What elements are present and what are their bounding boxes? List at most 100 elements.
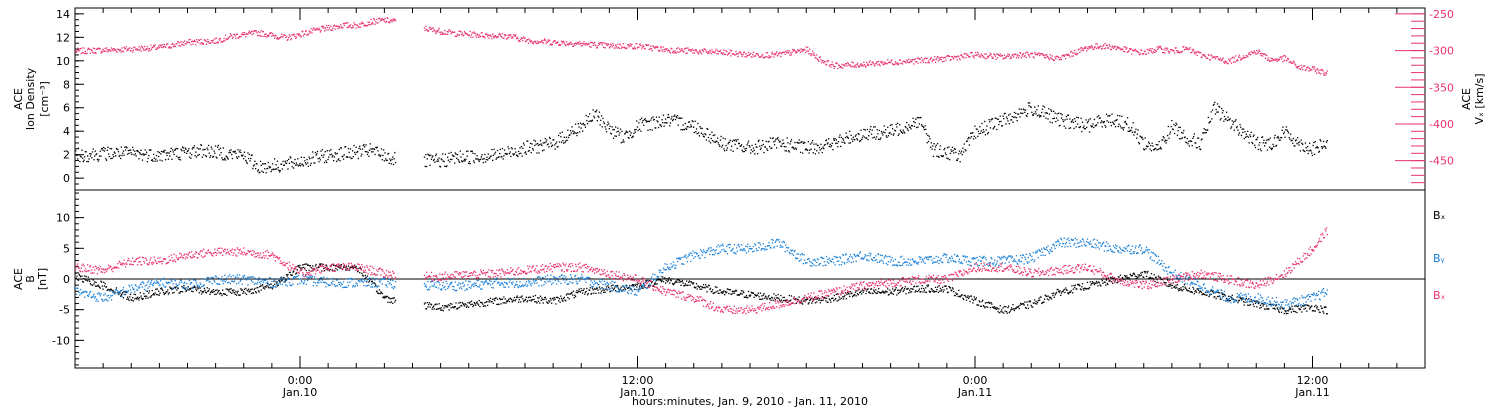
data-point — [688, 49, 690, 51]
data-point — [694, 287, 696, 289]
data-point — [1131, 49, 1134, 51]
data-point — [1083, 48, 1085, 50]
data-point — [845, 132, 847, 134]
data-point — [489, 155, 492, 157]
data-point — [82, 52, 84, 54]
data-point — [675, 52, 677, 54]
data-point — [790, 140, 792, 143]
data-point — [94, 155, 96, 157]
data-point — [565, 300, 567, 302]
data-point — [855, 134, 857, 136]
data-point — [332, 155, 334, 157]
data-point — [575, 132, 577, 134]
data-point — [862, 65, 864, 67]
data-point — [1106, 44, 1108, 47]
data-point — [167, 43, 169, 45]
data-point — [1184, 136, 1186, 138]
data-point — [447, 31, 449, 33]
data-point — [565, 45, 567, 47]
data-point — [608, 43, 610, 46]
data-point — [1253, 134, 1255, 136]
data-point — [451, 31, 454, 33]
data-point — [762, 56, 764, 59]
data-point — [212, 291, 214, 294]
data-point — [1169, 49, 1172, 51]
data-point — [216, 42, 218, 44]
data-point — [1214, 56, 1216, 58]
data-point — [100, 155, 102, 157]
data-point — [853, 294, 855, 297]
data-point — [750, 291, 752, 293]
data-point — [1245, 55, 1247, 57]
data-point — [736, 147, 738, 150]
data-point — [515, 296, 518, 298]
data-point — [169, 287, 172, 290]
data-point — [1060, 117, 1063, 119]
data-point — [527, 140, 529, 142]
data-point — [458, 30, 460, 32]
data-point — [1165, 49, 1167, 51]
data-point — [899, 129, 902, 131]
data-point — [990, 302, 992, 304]
data-point — [488, 157, 490, 160]
data-point — [1310, 150, 1312, 152]
data-point — [462, 303, 464, 305]
data-point — [89, 280, 91, 283]
data-point — [728, 292, 730, 295]
data-point — [985, 129, 987, 131]
x-tick-label-date: Jan.10 — [282, 386, 317, 399]
data-point — [958, 57, 961, 60]
data-point — [205, 155, 207, 157]
data-point — [911, 124, 913, 127]
data-point — [616, 131, 618, 133]
data-point — [878, 138, 880, 140]
data-point — [847, 136, 849, 139]
data-point — [913, 285, 916, 287]
data-point — [723, 49, 725, 51]
data-point — [333, 160, 335, 162]
data-point — [892, 63, 894, 66]
data-point — [164, 149, 166, 151]
data-point — [204, 148, 206, 151]
data-point — [581, 123, 583, 125]
data-point — [1081, 121, 1084, 123]
data-point — [1277, 135, 1279, 138]
data-point — [814, 56, 816, 59]
data-point — [631, 285, 633, 287]
data-point — [315, 29, 317, 31]
data-point — [176, 43, 178, 45]
y-tick-label: 14 — [56, 8, 70, 21]
data-point — [726, 147, 729, 149]
data-point — [449, 161, 451, 163]
data-point — [729, 49, 731, 51]
data-point — [968, 136, 970, 139]
data-point — [1050, 57, 1052, 59]
data-point — [388, 297, 390, 299]
data-point — [1212, 104, 1214, 106]
data-point — [355, 266, 357, 268]
data-point — [596, 120, 598, 122]
data-point — [662, 276, 664, 278]
data-point — [178, 158, 180, 160]
data-point — [184, 147, 186, 149]
data-point — [364, 278, 366, 280]
data-point — [951, 150, 953, 153]
data-point — [1254, 51, 1256, 53]
data-point — [431, 308, 433, 310]
data-point — [766, 298, 769, 300]
data-point — [677, 279, 679, 281]
data-point — [529, 41, 532, 43]
data-point — [152, 160, 154, 162]
data-point — [810, 297, 812, 300]
data-point — [326, 265, 328, 267]
data-point — [271, 169, 273, 171]
data-point — [95, 153, 97, 156]
data-point — [995, 117, 997, 119]
data-point — [566, 43, 568, 46]
data-point — [1294, 145, 1296, 147]
data-point — [210, 291, 212, 293]
data-point — [535, 42, 537, 44]
data-point — [1071, 55, 1073, 57]
data-point — [894, 63, 896, 65]
data-point — [752, 54, 754, 56]
